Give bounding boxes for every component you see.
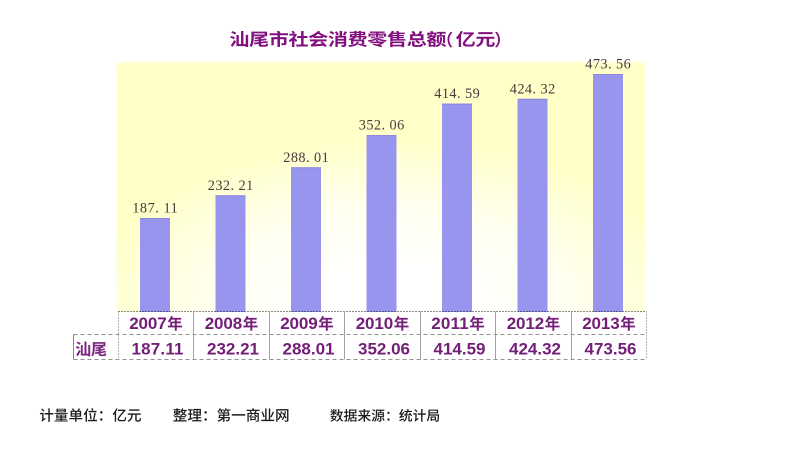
svg-text:424.32: 424.32	[509, 340, 561, 359]
svg-text:2009: 2009	[280, 314, 318, 333]
svg-text:352.06: 352.06	[358, 340, 410, 359]
svg-text:414. 59: 414. 59	[434, 86, 480, 102]
svg-text:288.01: 288.01	[283, 340, 335, 359]
svg-text:414.59: 414.59	[434, 340, 486, 359]
svg-text:473. 56: 473. 56	[585, 57, 631, 73]
svg-text:232.21: 232.21	[207, 340, 259, 359]
svg-text:2010: 2010	[356, 314, 394, 333]
svg-text:2011: 2011	[431, 314, 469, 333]
svg-text:187. 11: 187. 11	[132, 201, 178, 217]
svg-text:2008: 2008	[205, 314, 243, 333]
svg-text:352. 06: 352. 06	[359, 118, 405, 134]
svg-text:232. 21: 232. 21	[208, 178, 254, 194]
svg-text:2013: 2013	[582, 314, 620, 333]
svg-text:473.56: 473.56	[585, 340, 637, 359]
svg-text:288. 01: 288. 01	[283, 150, 329, 166]
svg-text:2007: 2007	[129, 314, 167, 333]
svg-text:187.11: 187.11	[132, 340, 184, 359]
svg-text:424. 32: 424. 32	[510, 81, 556, 97]
svg-text:2012: 2012	[507, 314, 545, 333]
